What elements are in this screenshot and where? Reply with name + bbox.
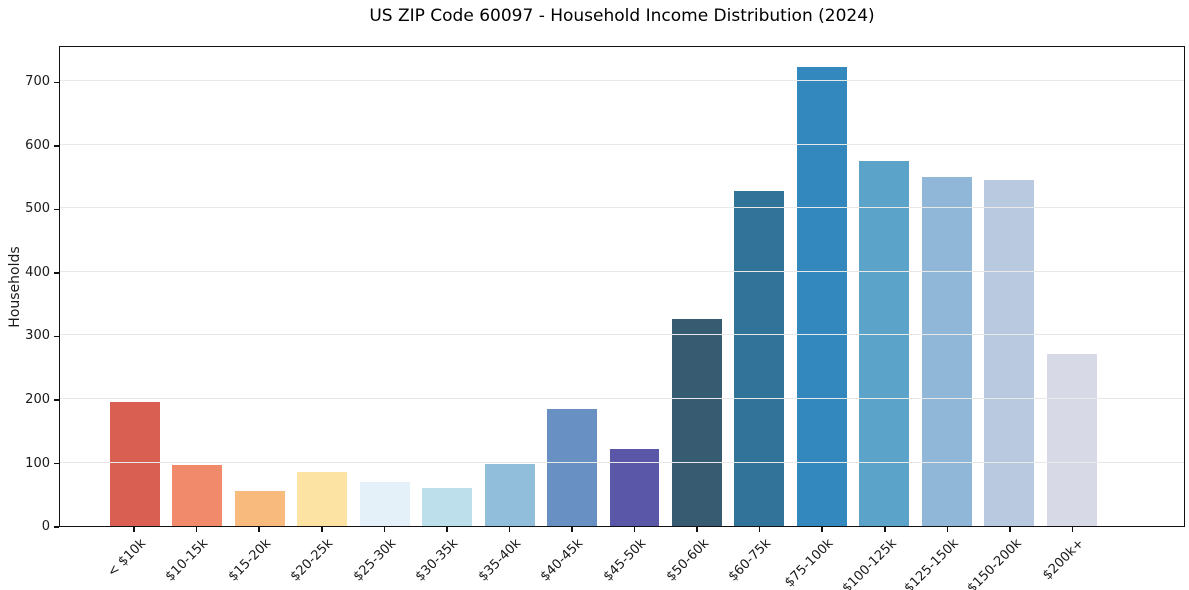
gridline-600 [60,143,1184,145]
x-tick-mark [884,527,886,532]
bar-$200k+ [1046,353,1097,526]
x-tick-mark [383,527,385,532]
bar-$25-30k [359,482,410,526]
y-tick-mark [54,208,59,210]
bar-$75-100k [796,67,847,526]
y-tick-label: 200 [25,391,50,407]
y-tick-mark [54,462,59,465]
bar-$50-60k [671,318,722,526]
plot-area [59,46,1185,527]
y-tick-label: 700 [25,74,50,90]
x-tick-mark [508,527,511,532]
gridline-400 [60,270,1184,272]
bar-$125-150k [921,176,972,526]
y-tick-label: 100 [25,455,50,471]
bar-$30-35k [422,487,473,526]
gridline-700 [60,80,1184,82]
x-tick-mark [696,527,698,532]
y-tick-mark [54,272,59,274]
x-tick-mark [821,527,823,532]
x-tick-mark [321,527,323,532]
y-tick-mark [54,526,59,528]
y-tick-label: 500 [25,201,50,217]
y-tick-label: 400 [25,264,50,280]
x-tick-mark [258,527,260,532]
gridline-300 [60,334,1184,336]
gridline-200 [60,397,1184,399]
gridline-500 [60,207,1184,209]
bar-$45-50k [609,448,660,526]
bar-$150-200k [984,179,1035,526]
bar-$10-15k [172,465,223,526]
x-tick-mark [946,527,948,532]
bar-$60-75k [734,191,785,526]
bar-$100-125k [859,160,910,526]
x-tick-mark [1071,527,1074,532]
y-tick-mark [54,399,59,401]
x-tick-mark [133,527,135,532]
gridline-100 [60,461,1184,463]
y-tick-label: 0 [41,519,50,534]
x-tick-mark [758,527,761,532]
x-tick-mark [633,527,636,532]
x-tick-mark [195,527,198,532]
x-tick-mark [571,527,573,532]
bar-$20-25k [297,472,348,526]
y-tick-label: 600 [25,137,50,153]
y-tick-mark [54,81,59,83]
chart-title: US ZIP Code 60097 - Household Income Dis… [369,6,875,26]
bar-$15-20k [234,491,285,526]
bar-$35-40k [484,463,535,526]
x-tick-mark [446,527,448,532]
y-tick-mark [54,145,59,147]
y-tick-mark [54,335,59,338]
x-tick-mark [1009,527,1011,532]
bar-< $10k [109,401,160,526]
bar-$40-45k [547,409,598,526]
y-tick-label: 300 [25,328,50,344]
